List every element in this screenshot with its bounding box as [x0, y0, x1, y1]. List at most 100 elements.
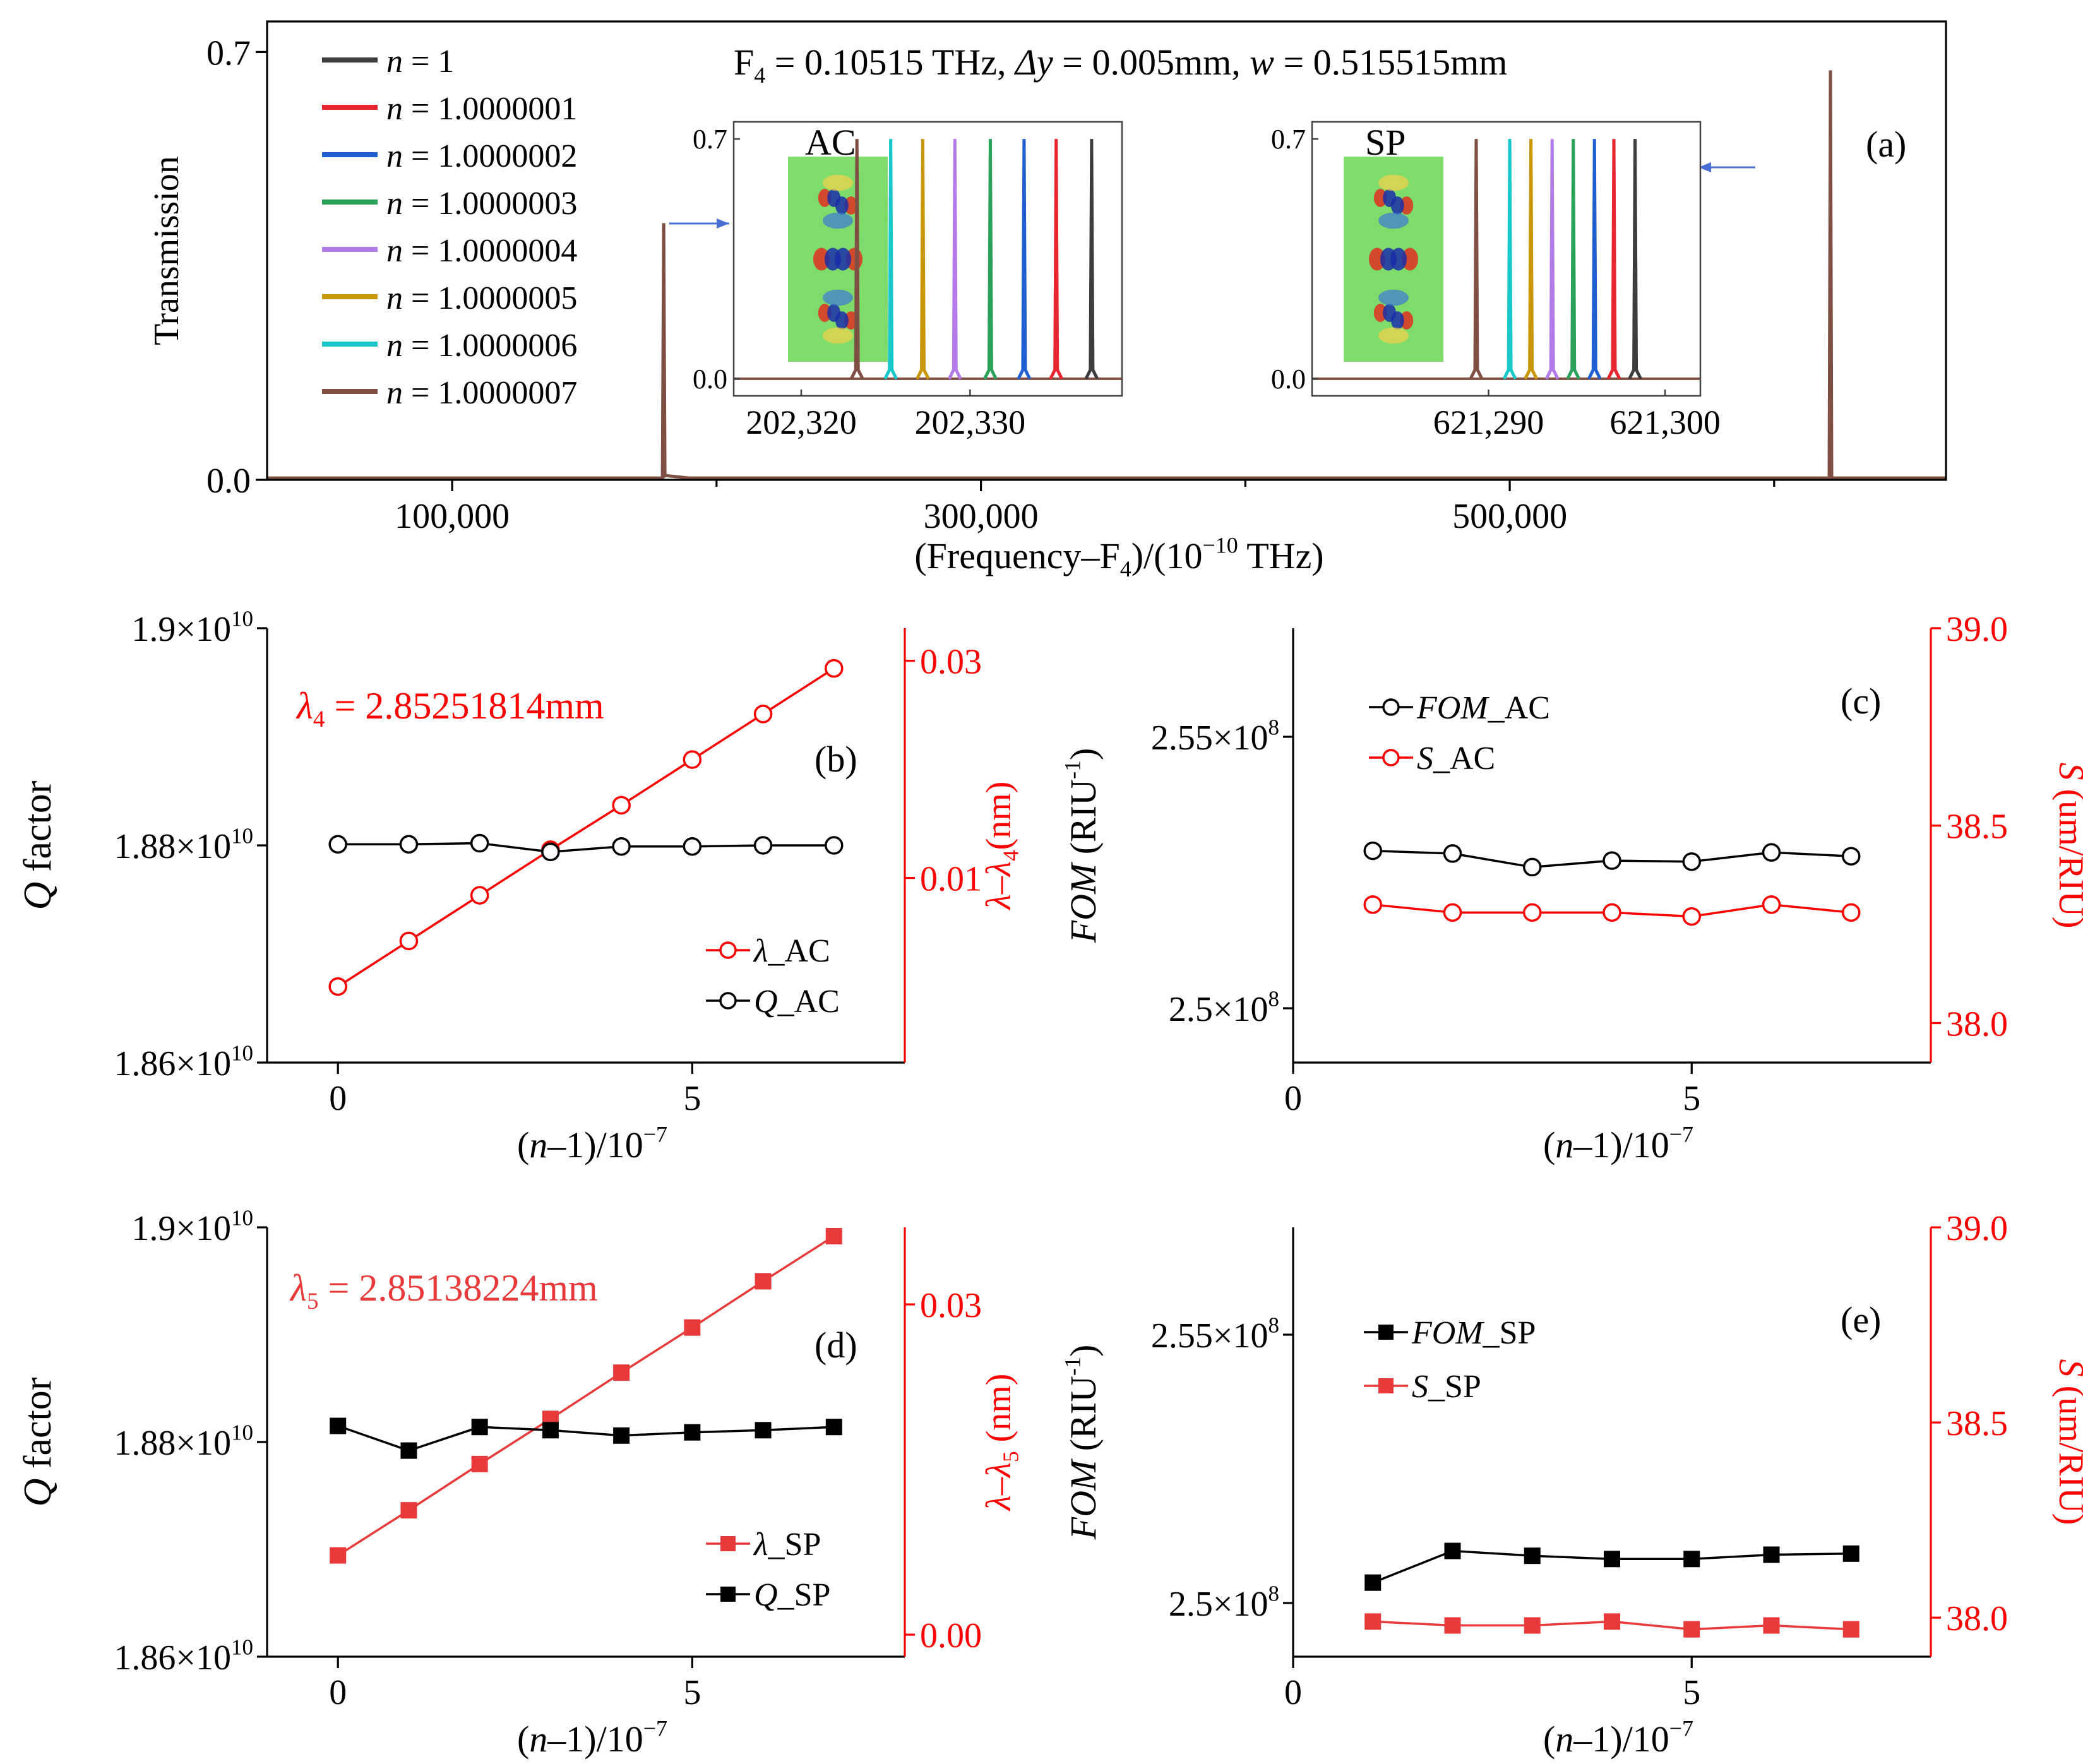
annotation: λ5 = 2.85138224mm — [289, 1267, 598, 1314]
x-tick-label: 0 — [329, 1673, 347, 1712]
chart-title-part: F — [734, 42, 754, 83]
legend-entry: n = 1.0000003 — [386, 186, 577, 222]
x-tick-label: 5 — [1683, 1673, 1700, 1712]
data-point — [1443, 844, 1462, 863]
inset-peak — [1049, 139, 1063, 379]
data-point — [471, 1455, 488, 1472]
y-left-tick-label: 2.5×108 — [1169, 987, 1279, 1030]
annotation-part: = 2.85251814mm — [325, 685, 604, 727]
axes-frame — [266, 20, 1947, 481]
inset-y-tick-label: 0.7 — [693, 124, 727, 155]
field-lobe — [813, 247, 830, 271]
x-tick-label: 0 — [1284, 1079, 1302, 1118]
data-point — [753, 705, 773, 724]
series-0 — [330, 1227, 842, 1564]
legend-entry-part: _AC — [777, 984, 840, 1020]
inset-x-tick-label: 621,300 — [1609, 403, 1721, 441]
inset-peak — [1566, 139, 1580, 379]
data-point — [1523, 857, 1542, 877]
legend-entry-part: _AC — [1488, 690, 1550, 726]
legend-entry-part: n — [386, 138, 403, 174]
legend-entry: n = 1.0000001 — [386, 91, 577, 127]
y-right-tick-label: 0.00 — [920, 1616, 982, 1655]
data-point — [1443, 903, 1462, 922]
y-left-tick-label-part: 2.55×10 — [1151, 718, 1268, 758]
data-point — [613, 1364, 630, 1381]
y-left-tick-label: 2.55×108 — [1151, 715, 1279, 758]
y-left-tick-label: 2.55×108 — [1151, 1313, 1279, 1356]
inset-frame — [732, 121, 1123, 397]
legend-entry-part: _SP — [768, 1527, 821, 1563]
inset-y-tick-label: 0.0 — [693, 364, 727, 395]
legend-entry: λ_AC — [753, 933, 830, 969]
legend-entry: FOM_SP — [1411, 1315, 1536, 1351]
inset-peak — [1606, 139, 1621, 379]
inset-peak — [1469, 139, 1484, 379]
y-right-label-part: S — [2051, 1359, 2083, 1377]
series-0 — [1363, 841, 1861, 877]
y-left-label-part: (RIU — [1063, 779, 1104, 864]
y-right-label-part: – — [979, 876, 1018, 895]
data-point — [399, 931, 419, 951]
field-lobe — [1390, 247, 1407, 271]
y-left-tick-label: 1.86×1010 — [114, 1635, 253, 1678]
y-tick-label: 0.7 — [206, 33, 251, 73]
data-point — [1364, 1574, 1382, 1591]
arrow-ac-head — [717, 218, 729, 229]
series-0 — [1364, 1542, 1859, 1591]
data-point — [1763, 1617, 1780, 1634]
inset-sp: 0.0 0.7 621,290 621,300 SP — [1271, 121, 1721, 441]
y-left-tick-label-part: 10 — [231, 1206, 253, 1231]
y-left-label-part: FOM — [1063, 862, 1104, 943]
y-left-tick-label-part: 10 — [231, 1635, 253, 1660]
series-line — [338, 842, 834, 854]
field-lobe — [835, 196, 849, 215]
field-lobe — [1369, 247, 1385, 271]
panel-label: (d) — [815, 1325, 857, 1366]
y-right-label: S (um/RIU) — [2051, 1359, 2083, 1525]
x-tick-label: 0 — [1284, 1673, 1302, 1712]
legend-entry: FOM_AC — [1416, 690, 1550, 726]
inset-peak — [948, 139, 962, 379]
x-axis-label-part: –1)/10 — [547, 1124, 643, 1165]
y-left-label-part: (RIU — [1063, 1376, 1104, 1460]
legend-marker — [719, 992, 737, 1010]
legend-entry-part: _AC — [1433, 741, 1495, 777]
data-point — [1364, 1613, 1382, 1630]
y-left-tick-label: 1.9×1010 — [131, 1206, 253, 1249]
legend-entry-part: = 1.0000007 — [403, 375, 577, 411]
data-point — [683, 750, 702, 769]
x-axis-label-part: –1)/10 — [547, 1719, 643, 1760]
field-lobe — [823, 289, 853, 306]
y-left-tick-label-part: 2.55×10 — [1151, 1316, 1268, 1356]
data-point — [1762, 843, 1781, 862]
legend: λ_ACQ_AC — [706, 933, 840, 1020]
data-point — [1603, 851, 1621, 870]
x-axis-label-part: ( — [1543, 1124, 1555, 1165]
y-right-label-part: λ — [979, 1495, 1018, 1511]
data-point — [1524, 1547, 1541, 1564]
data-point — [328, 977, 347, 996]
y-right-label: λ–λ4(nm) — [979, 782, 1023, 911]
annotation-part: λ — [289, 1267, 307, 1309]
legend-entry-part: Q — [754, 1577, 778, 1613]
y-left-tick-label: 1.86×1010 — [114, 1041, 253, 1084]
data-point — [541, 842, 560, 862]
y-left-label-part: factor — [16, 1377, 59, 1478]
legend-entry: n = 1.0000002 — [386, 138, 577, 174]
y-right-tick-label: 39.0 — [1946, 610, 2008, 649]
y-right-label-part: λ — [979, 894, 1018, 910]
legend-entry-part: = 1.0000003 — [403, 186, 577, 222]
x-tick-label: 100,000 — [395, 497, 510, 536]
legend-entry-part: _AC — [768, 933, 830, 969]
legend-entry-part: λ — [753, 933, 768, 969]
data-point — [1683, 1551, 1700, 1568]
y-left-label-part: factor — [16, 780, 59, 881]
data-point — [1604, 1551, 1620, 1568]
field-lobe — [823, 212, 853, 229]
panel-d: 0 51.86×10101.88×10101.9×10100.000.03(n–1… — [16, 1206, 1023, 1760]
chart-title-part: = 0.515515mm — [1274, 42, 1507, 83]
annotation-part: 4 — [313, 706, 325, 732]
data-point — [1682, 907, 1701, 926]
field-lobe — [835, 311, 849, 330]
